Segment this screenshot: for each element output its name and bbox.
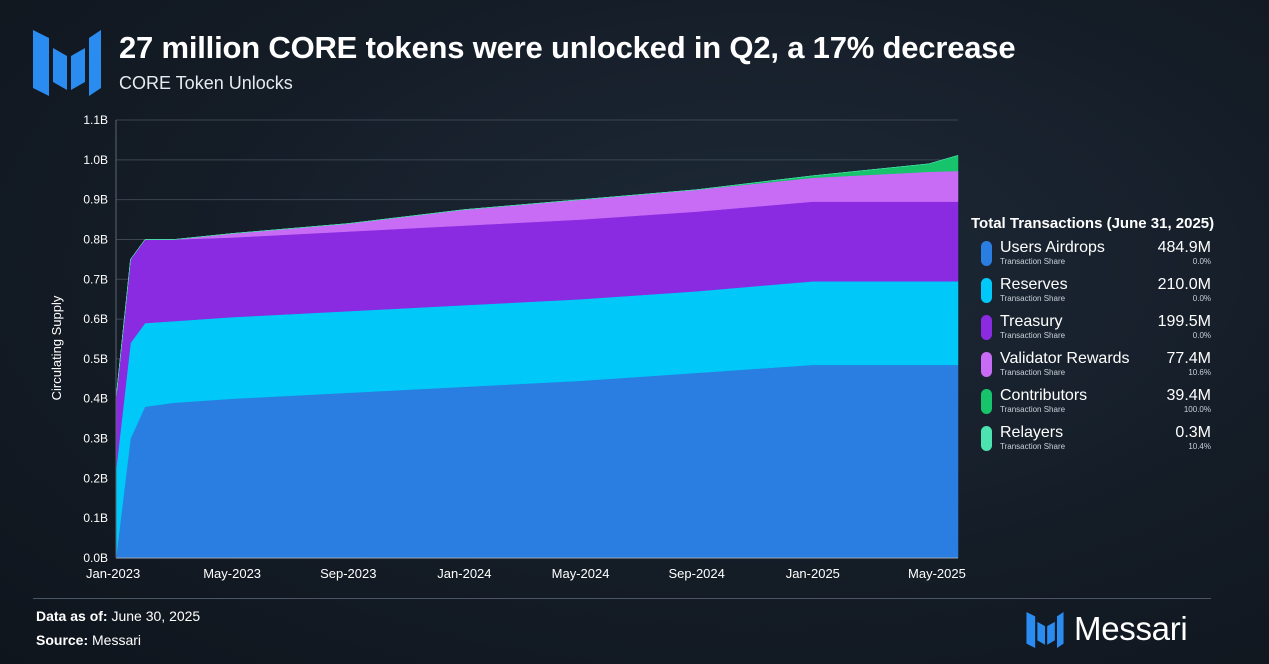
y-tick-label: 0.3B — [83, 432, 108, 446]
y-tick-label: 0.4B — [83, 392, 108, 406]
legend-item-name: Treasury — [1000, 313, 1063, 330]
legend-item-pct: 10.6% — [1188, 368, 1211, 377]
source-label: Source: — [36, 632, 89, 648]
y-axis-label: Circulating Supply — [49, 295, 64, 400]
data-as-of: Data as of: June 30, 2025 — [36, 608, 200, 624]
legend-item-name: Relayers — [1000, 424, 1064, 441]
y-tick-label: 0.0B — [83, 551, 108, 565]
legend-swatch — [981, 315, 992, 340]
x-tick-label: Jan-2025 — [786, 566, 840, 581]
y-tick-label: 0.6B — [83, 312, 108, 326]
legend-item: Treasury Transaction Share 199.5M 0.0% — [971, 312, 1231, 349]
legend-item-value: 210.0M — [1157, 276, 1211, 293]
legend-item-name: Users Airdrops — [1000, 239, 1105, 256]
legend-item-share-label: Transaction Share — [1000, 294, 1066, 303]
legend-item-pct: 0.0% — [1192, 294, 1211, 303]
legend-item: Contributors Transaction Share 39.4M 100.0% — [971, 386, 1231, 423]
legend-swatch — [981, 389, 992, 414]
area-series-relayers — [115, 154, 959, 399]
legend-item-value: 39.4M — [1166, 387, 1211, 404]
legend-swatch — [981, 278, 992, 303]
x-tick-label: May-2024 — [552, 566, 610, 581]
legend-item-share-label: Transaction Share — [1000, 368, 1066, 377]
legend-item: Validator Rewards Transaction Share 77.4M 1… — [971, 349, 1231, 386]
x-tick-label: Jan-2024 — [437, 566, 491, 581]
legend-title: Total Transactions (June 31, 2025) — [971, 215, 1215, 232]
x-tick-label: May-2025 — [908, 566, 966, 581]
axes: 0.0B 0.1B 0.2B 0.3B 0.4B 0.5B 0.6B 0.7B 0.8B 0.9B… — [83, 113, 966, 581]
y-tick-label: 0.5B — [83, 352, 108, 366]
y-tick-label: 1.0B — [83, 153, 108, 167]
y-tick-label: 0.8B — [83, 232, 108, 246]
legend-item-pct: 0.0% — [1192, 331, 1211, 340]
messari-logo-icon — [33, 30, 101, 96]
legend-item-name: Validator Rewards — [1000, 350, 1130, 367]
y-tick-label: 0.1B — [83, 511, 108, 525]
legend-swatch — [981, 426, 992, 451]
footer-divider — [33, 598, 1211, 599]
legend-item-share-label: Transaction Share — [1000, 405, 1066, 414]
y-tick-label: 0.2B — [83, 471, 108, 485]
y-tick-label: 1.1B — [83, 113, 108, 127]
x-tick-label: Sep-2023 — [320, 566, 376, 581]
legend-item-value: 484.9M — [1157, 239, 1211, 256]
source-value: Messari — [92, 632, 142, 648]
legend-item-share-label: Transaction Share — [1000, 257, 1066, 266]
legend-item: Reserves Transaction Share 210.0M 0.0% — [971, 275, 1231, 312]
legend-item-value: 199.5M — [1157, 313, 1211, 330]
y-tick-label: 0.7B — [83, 272, 108, 286]
y-tick-label: 0.9B — [83, 193, 108, 207]
legend-item-share-label: Transaction Share — [1000, 442, 1066, 451]
legend-item-value: 0.3M — [1175, 424, 1211, 441]
brand-name: Messari — [1074, 610, 1188, 647]
messari-brand-icon — [1026, 612, 1064, 648]
legend-item-name: Contributors — [1000, 387, 1088, 404]
legend-item: Relayers Transaction Share 0.3M 10.4% — [971, 423, 1231, 460]
legend-item-pct: 10.4% — [1188, 442, 1211, 451]
legend-item-pct: 0.0% — [1192, 257, 1211, 266]
legend-item-share-label: Transaction Share — [1000, 331, 1066, 340]
legend-swatch — [981, 241, 992, 266]
series-areas — [115, 154, 959, 559]
legend-item-value: 77.4M — [1166, 350, 1211, 367]
legend-item-pct: 100.0% — [1183, 405, 1211, 414]
data-as-of-value: June 30, 2025 — [111, 608, 201, 624]
legend-item: Users Airdrops Transaction Share 484.9M 0.0… — [971, 238, 1231, 275]
x-tick-label: Jan-2023 — [86, 566, 140, 581]
legend-swatch — [981, 352, 992, 377]
source: Source: Messari — [36, 632, 141, 648]
page-title: 27 million CORE tokens were unlocked in … — [119, 30, 1016, 65]
x-tick-label: May-2023 — [203, 566, 261, 581]
data-as-of-label: Data as of: — [36, 608, 108, 624]
page-subtitle: CORE Token Unlocks — [119, 73, 293, 93]
x-tick-label: Sep-2024 — [668, 566, 724, 581]
legend-item-name: Reserves — [1000, 276, 1068, 293]
legend: Total Transactions (June 31, 2025) Users… — [971, 215, 1231, 460]
